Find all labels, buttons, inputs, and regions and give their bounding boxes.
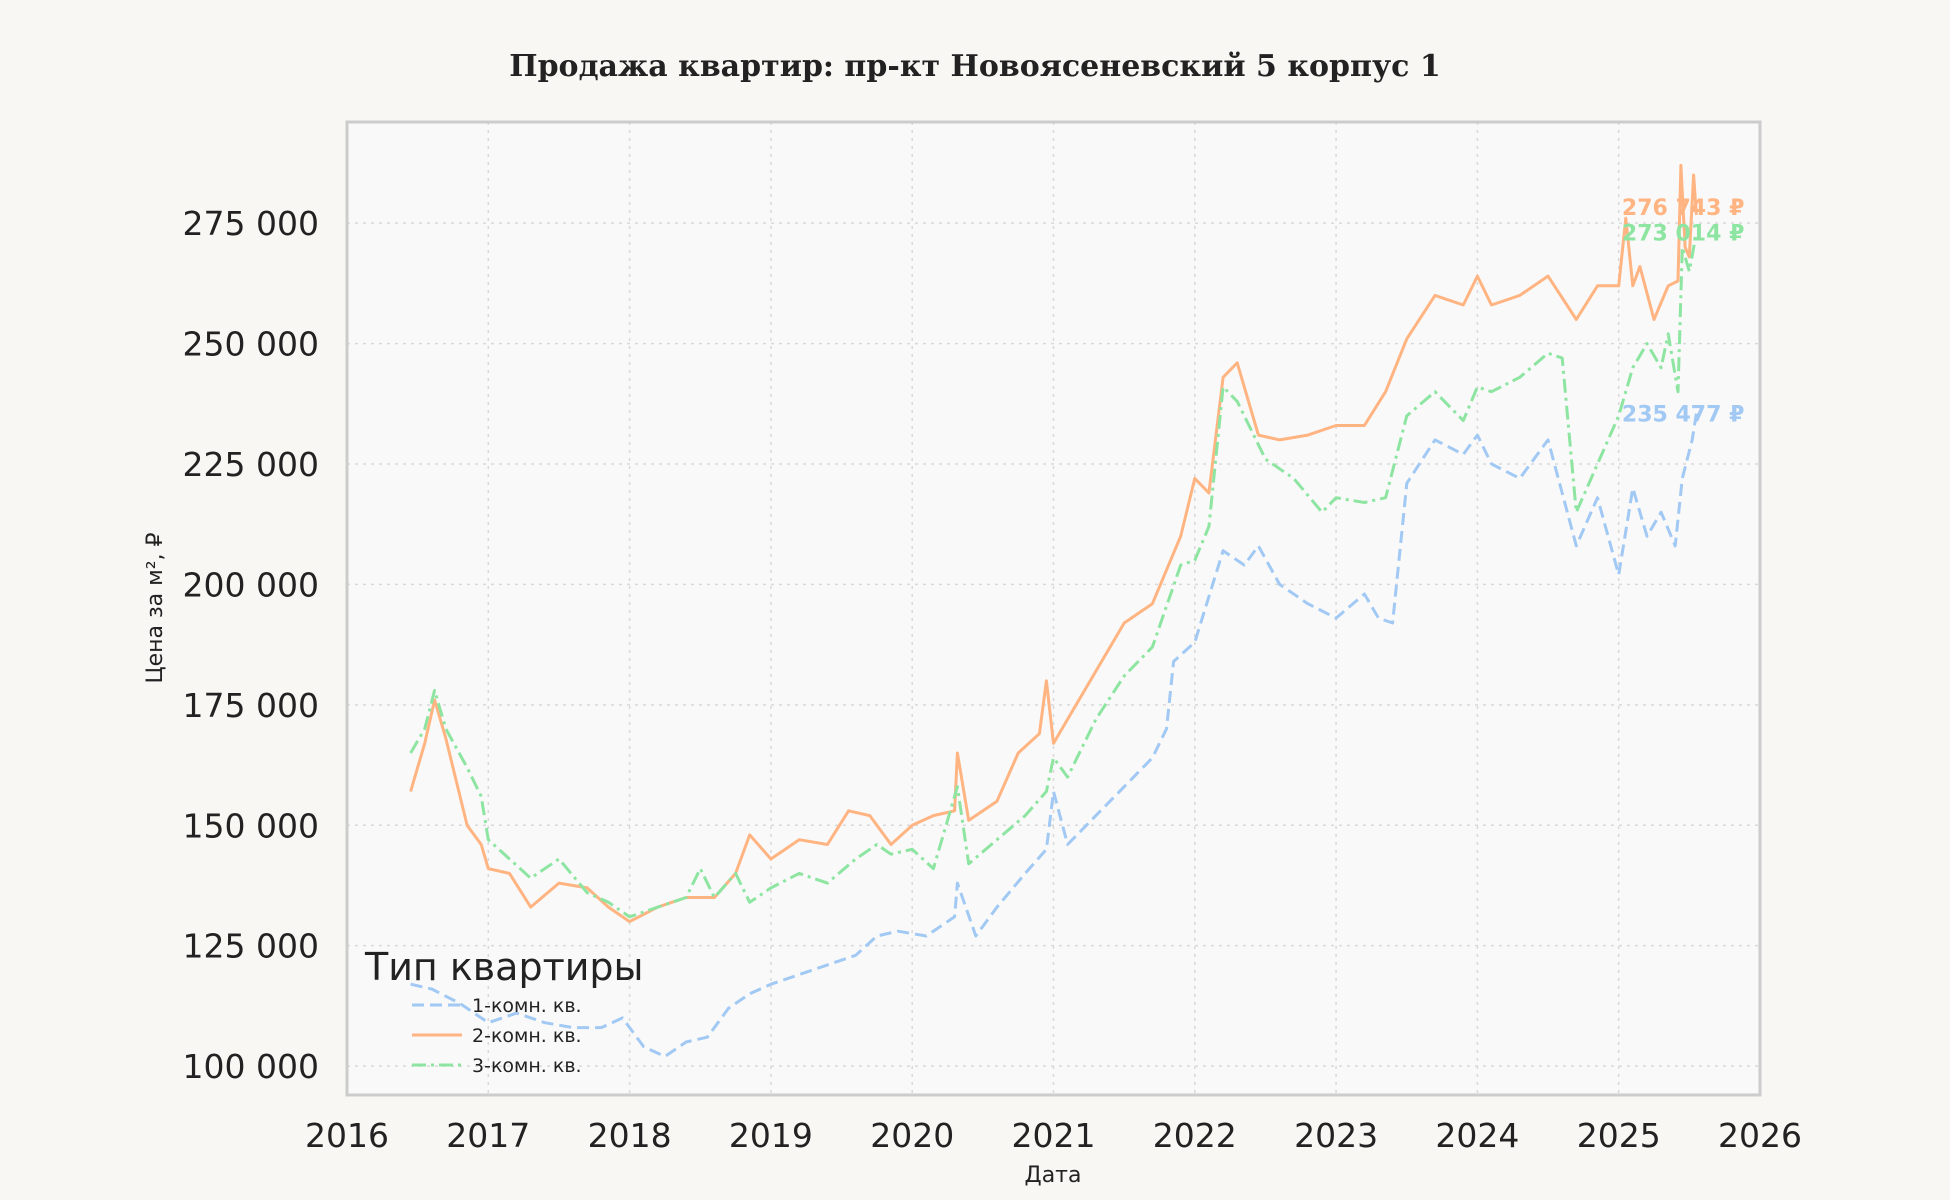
x-tick-label: 2019 [729, 1116, 813, 1155]
x-tick-label: 2024 [1435, 1116, 1519, 1155]
y-tick-label: 125 000 [183, 927, 319, 966]
y-tick-label: 275 000 [183, 204, 319, 243]
y-tick-label: 250 000 [183, 325, 319, 364]
legend-label-2: 2-комн. кв. [472, 1025, 582, 1047]
x-tick-label: 2017 [446, 1116, 530, 1155]
axis-ticks: 2016 2017 2018 2019 2020 2021 2022 2023 2024 2025… [183, 204, 1802, 1155]
series-line-1 [410, 413, 1698, 1058]
chart-title: Продажа квартир: пр-кт Новоясеневский 5 … [509, 49, 1440, 84]
series-end-label-2: 276 743 ₽ [1622, 196, 1744, 221]
series-lines [409, 163, 1698, 1058]
series-end-label-1: 235 477 ₽ [1622, 403, 1744, 428]
grid [347, 122, 1760, 1095]
legend-title: Тип квартиры [364, 945, 644, 989]
y-tick-label: 175 000 [183, 686, 319, 725]
x-tick-label: 2016 [305, 1116, 389, 1155]
y-axis-label: Цена за м², ₽ [143, 532, 168, 683]
series-line-2 [409, 163, 1698, 924]
y-tick-label: 100 000 [183, 1047, 319, 1086]
x-axis-label: Дата [1025, 1163, 1082, 1188]
x-tick-label: 2018 [588, 1116, 672, 1155]
series-line-3 [409, 232, 1698, 919]
legend-label-3: 3-комн. кв. [472, 1055, 582, 1077]
legend-label-1: 1-комн. кв. [472, 995, 582, 1017]
plot-frame [345, 120, 1762, 1097]
x-tick-label: 2023 [1294, 1116, 1378, 1155]
y-tick-label: 150 000 [183, 806, 319, 845]
x-tick-label: 2020 [870, 1116, 954, 1155]
legend: Тип квартиры 1-комн. кв. 2-комн. кв. 3-ком… [364, 945, 644, 1077]
end-labels: 235 477 ₽ 276 743 ₽273 014 ₽ [1622, 196, 1744, 428]
x-tick-label: 2026 [1718, 1116, 1802, 1155]
x-tick-label: 2025 [1577, 1116, 1661, 1155]
series-end-label-3: 273 014 ₽ [1622, 222, 1744, 247]
y-tick-label: 200 000 [183, 565, 319, 604]
y-tick-label: 225 000 [183, 445, 319, 484]
x-tick-label: 2021 [1012, 1116, 1096, 1155]
x-tick-label: 2022 [1153, 1116, 1237, 1155]
